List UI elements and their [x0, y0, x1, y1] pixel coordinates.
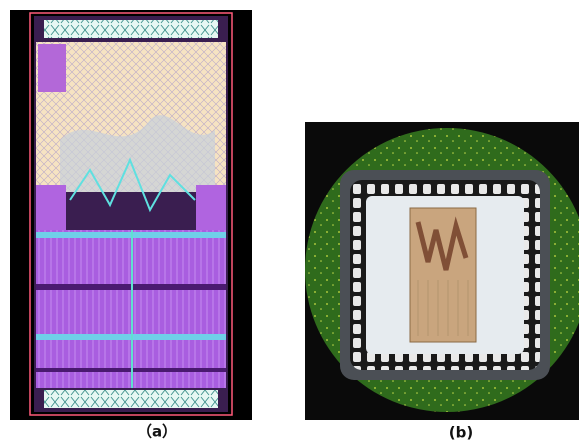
panel-label: (b) — [449, 424, 473, 442]
panel-label: （a） — [137, 423, 177, 441]
figure: （a） (b) — [0, 0, 579, 443]
layout-panel — [10, 10, 252, 420]
photo-panel — [305, 122, 579, 420]
